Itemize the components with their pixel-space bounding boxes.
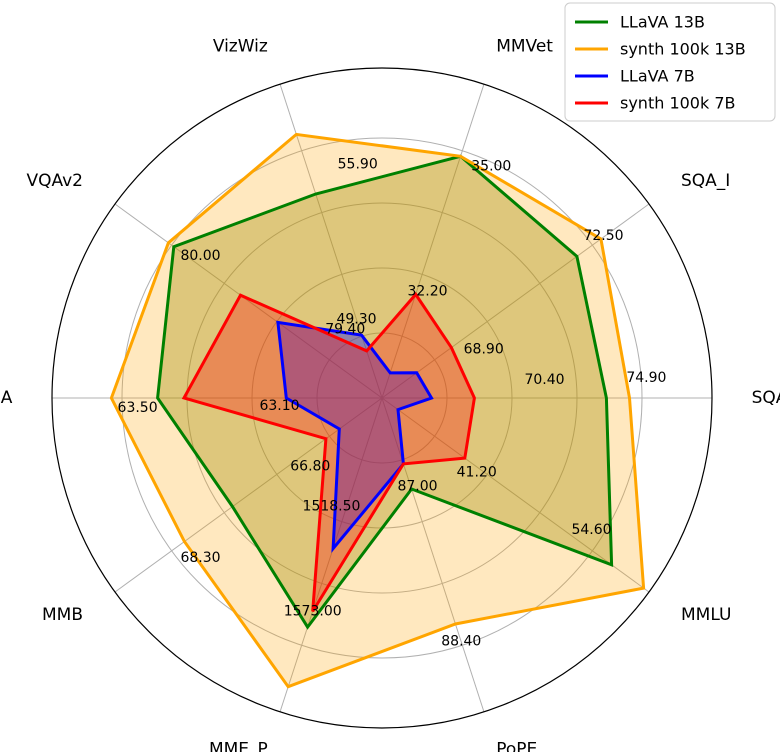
axis-label-GQA: GQA [0, 388, 13, 408]
tick-label-SQA_I-1: 72.50 [583, 228, 623, 244]
tick-label-MME_P-0: 1518.50 [303, 499, 361, 515]
grid-spoke-6 [114, 397, 383, 593]
series-fill-1 [111, 134, 644, 687]
tick-label-SQA-0: 70.40 [524, 372, 564, 388]
axis-label-MME_P: MME_P [209, 740, 268, 752]
axis-label-MMVet: MMVet [496, 37, 553, 57]
legend-frame [564, 2, 776, 122]
grid-spoke-4 [114, 203, 383, 399]
tick-label-MMVet-1: 35.00 [471, 159, 511, 175]
series-fill-2 [277, 322, 432, 549]
axis-label-VizWiz: VizWiz [213, 37, 268, 57]
tick-label-GQA-1: 63.50 [118, 400, 158, 416]
tick-label-SQA-1: 74.90 [626, 370, 666, 386]
axis-label-SQA: SQA [752, 388, 780, 408]
grid-spoke-3 [279, 83, 383, 399]
tick-label-SQA_I-0: 68.90 [464, 342, 504, 358]
series-line-3 [181, 291, 476, 613]
tick-label-MMB-1: 68.30 [180, 550, 220, 566]
legend-label-3: synth 100k 7B [620, 94, 736, 113]
axis-label-SQA_I: SQA_I [681, 171, 730, 191]
tick-label-PoPE-1: 88.40 [441, 633, 481, 649]
tick-label-MMVet-0: 32.20 [407, 284, 447, 300]
grid [51, 67, 713, 729]
tick-label-VQAv2-1: 80.00 [180, 248, 220, 264]
grid-spoke-8 [381, 397, 485, 713]
tick-label-MMB-0: 66.80 [290, 459, 330, 475]
legend-label-1: synth 100k 13B [620, 40, 746, 59]
series-line-2 [276, 320, 434, 554]
tick-label-VizWiz-1: 55.90 [338, 157, 378, 173]
tick-label-VQAv2-0: 79.40 [325, 322, 365, 338]
tick-label-MMLU-0: 41.20 [457, 465, 497, 481]
legend-label-0: LLaVA 13B [620, 13, 705, 32]
legend: LLaVA 13B synth 100k 13B LLaVA 7B synth 100… [564, 2, 776, 122]
tick-label-PoPE-0: 87.00 [397, 479, 437, 495]
legend-label-2: LLaVA 7B [620, 67, 695, 86]
grid-spoke-9 [381, 397, 650, 593]
tick-label-GQA-0: 63.10 [259, 398, 299, 414]
grid-spoke-2 [381, 83, 485, 399]
series-line-1 [109, 132, 646, 689]
series-line-0 [156, 154, 614, 630]
series-fill-0 [157, 156, 612, 628]
axis-label-PoPE: PoPE [496, 740, 537, 752]
labels-layer: 70.40 74.90 68.90 72.50 32.20 35.00 49.30 55.90… [0, 37, 780, 752]
tick-label-VizWiz-0: 49.30 [336, 312, 376, 328]
grid-spoke-1 [381, 203, 650, 399]
axis-label-MMB: MMB [42, 605, 83, 625]
tick-label-MMLU-1: 54.60 [571, 522, 611, 538]
series-layer [109, 132, 646, 689]
outer-frame [51, 67, 713, 729]
axis-label-MMLU: MMLU [681, 605, 731, 625]
grid-spoke-7 [279, 397, 383, 713]
tick-label-MME_P-1: 1573.00 [284, 603, 342, 619]
axis-label-VQAv2: VQAv2 [26, 171, 83, 191]
